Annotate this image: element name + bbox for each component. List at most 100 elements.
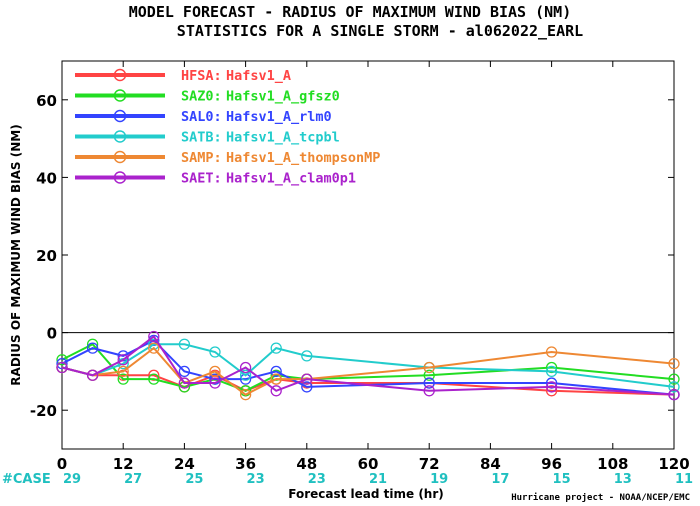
data-point (56, 357, 68, 370)
x-tick-label: 96 (541, 455, 562, 473)
data-point (239, 389, 252, 401)
case-count: 15 (553, 472, 571, 487)
data-point (56, 354, 68, 366)
legend-label: SATB: (181, 130, 222, 146)
data-point (270, 373, 282, 385)
data-point (178, 377, 191, 389)
data-point (86, 369, 99, 381)
legend-swatch-marker (113, 171, 127, 184)
x-tick-label: 12 (113, 455, 134, 473)
data-point (423, 361, 435, 374)
legend-swatch-marker (113, 150, 127, 164)
data-point (209, 346, 221, 358)
data-point (209, 377, 221, 389)
data-point (239, 369, 252, 381)
series-1 (56, 361, 680, 401)
y-axis-label: RADIUS OF MAXIMUM WIND BIAS (NM) (9, 124, 23, 385)
data-point (178, 338, 191, 350)
data-point (239, 361, 252, 374)
data-point (545, 385, 558, 397)
chart-title: MODEL FORECAST - RADIUS OF MAXIMUM WIND … (129, 3, 572, 21)
x-tick-label: 0 (57, 455, 67, 473)
legend-label: SAMP: (181, 150, 222, 166)
data-point (668, 381, 680, 393)
legend-description: Hafsv1_A_gfsz0 (226, 89, 340, 105)
legend-label: SAET: (181, 171, 222, 187)
x-tick-label: 108 (597, 455, 628, 473)
x-tick-label: 120 (658, 455, 689, 473)
x-tick-label: 36 (235, 455, 256, 473)
legend-item: SATB: Hafsv1_A_tcpbl (75, 130, 340, 146)
legend-swatch-marker (113, 130, 127, 143)
legend-item: SAL0: Hafsv1_A_rlm0 (75, 109, 332, 125)
data-point (148, 342, 160, 354)
legend-description: Hafsv1_A_tcpbl (226, 130, 340, 146)
data-point (148, 369, 160, 381)
series-layer (56, 330, 680, 401)
data-point (301, 373, 313, 385)
legend-item: HFSA: Hafsv1_A (75, 68, 291, 84)
data-point (86, 342, 99, 354)
y-tick-label: 0 (47, 325, 57, 343)
data-point (148, 330, 160, 343)
legend-label: SAZ0: (181, 89, 222, 105)
data-point (545, 365, 558, 378)
legend-label: SAL0: (181, 109, 222, 125)
series-6 (56, 330, 680, 401)
y-tick-label: 40 (36, 169, 57, 187)
data-point (270, 342, 282, 354)
case-count: 23 (308, 472, 326, 487)
data-point (56, 361, 68, 374)
legend-description: Hafsv1_A (226, 68, 291, 84)
x-tick-label: 24 (174, 455, 195, 473)
case-count: 27 (124, 472, 142, 487)
data-point (178, 365, 191, 378)
data-point (423, 385, 435, 397)
series-line (61, 335, 675, 396)
chart-subtitle: STATISTICS FOR A SINGLE STORM - al062022… (177, 22, 583, 40)
data-point (545, 346, 558, 358)
legend-description: Hafsv1_A_rlm0 (226, 109, 332, 125)
x-axis-label: Forecast lead time (hr) (288, 487, 444, 501)
case-count: 17 (491, 472, 509, 487)
legend-item: SAET: Hafsv1_A_clam0p1 (75, 171, 356, 187)
data-point (301, 377, 313, 389)
data-point (545, 377, 558, 389)
data-point (301, 381, 313, 393)
x-axis: 0 12 24 36 48 60 72 84 96 108 120 (57, 61, 690, 473)
data-point (545, 361, 558, 374)
x-tick-label: 84 (480, 455, 501, 473)
data-point (117, 373, 129, 385)
x-tick-label: 60 (358, 455, 379, 473)
legend-swatch-marker (113, 109, 127, 123)
legend-swatch-marker (113, 89, 127, 102)
case-count: 19 (430, 472, 448, 487)
credit-text: Hurricane project - NOAA/NCEP/EMC (511, 492, 690, 503)
case-label: #CASE (2, 472, 51, 487)
legend-description: Hafsv1_A_clam0p1 (226, 171, 356, 187)
data-point (423, 369, 435, 381)
legend-label: HFSA: (181, 68, 222, 84)
data-point (209, 365, 221, 378)
case-counts: #CASE 29 27 25 23 23 21 19 17 15 13 11 (2, 472, 693, 487)
legend-description: Hafsv1_A_thompsonMP (226, 150, 380, 166)
data-point (270, 385, 282, 397)
y-tick-label: 60 (36, 92, 57, 110)
data-point (209, 373, 221, 385)
y-axis: -20 0 20 40 60 (30, 92, 674, 420)
case-count: 25 (185, 472, 203, 487)
series-line (61, 366, 675, 396)
data-point (423, 377, 435, 389)
legend-item: SAZ0: Hafsv1_A_gfsz0 (75, 89, 340, 105)
case-count: 23 (247, 472, 265, 487)
data-point (117, 365, 129, 378)
x-tick-label: 48 (296, 455, 317, 473)
data-point (668, 389, 680, 401)
legend-item: SAMP: Hafsv1_A_thompsonMP (75, 150, 380, 166)
data-point (148, 373, 160, 385)
data-point (270, 365, 282, 378)
y-tick-label: -20 (30, 402, 57, 420)
legend-swatch-marker (113, 68, 127, 82)
